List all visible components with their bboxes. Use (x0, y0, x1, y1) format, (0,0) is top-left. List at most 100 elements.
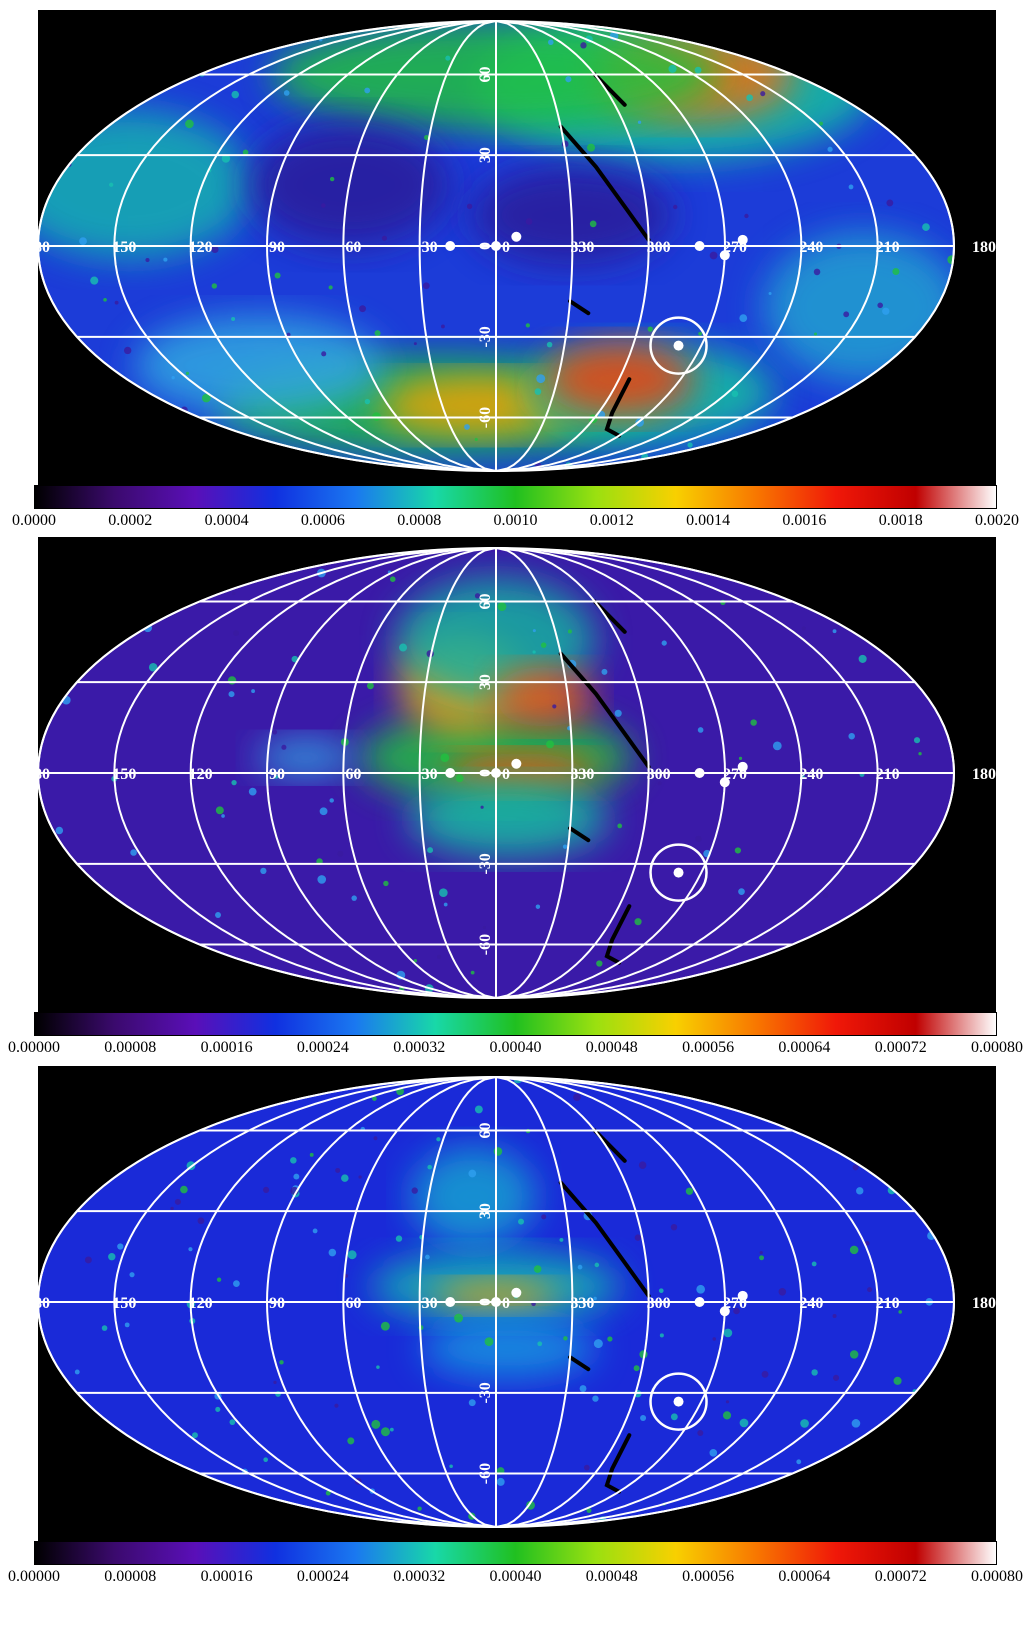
colorbar-tick-label: 0.00080 (971, 1039, 1023, 1056)
noise-speckle (577, 1264, 583, 1270)
noise-speckle (329, 176, 335, 182)
noise-speckle (922, 223, 930, 231)
noise-speckle (796, 1459, 802, 1465)
noise-speckle (497, 602, 507, 611)
noise-speckle (851, 1419, 861, 1428)
noise-speckle (546, 740, 554, 749)
noise-speckle (484, 1337, 494, 1347)
map-top-colorbar (34, 485, 997, 509)
colorbar-tick-label: 0.0012 (589, 512, 634, 529)
map-middle-graticule (38, 547, 956, 999)
noise-speckle (474, 437, 478, 442)
noise-speckle (586, 143, 596, 152)
noise-speckle (286, 332, 291, 337)
noise-speckle (201, 393, 211, 403)
noise-speckle (109, 182, 114, 187)
noise-speckle (696, 1284, 706, 1294)
noise-speckle (594, 1262, 600, 1268)
longitude-label: 240 (799, 239, 823, 256)
noise-speckle (760, 91, 766, 97)
colorbar-tick-label: 0.00024 (296, 1568, 349, 1585)
noise-speckle (328, 285, 333, 290)
noise-speckle (772, 741, 782, 751)
longitude-label: 90 (269, 766, 285, 783)
noise-speckle (221, 154, 231, 163)
noise-speckle (593, 1339, 603, 1349)
noise-speckle (849, 1245, 859, 1255)
noise-speckle (811, 1369, 818, 1376)
noise-speckle (893, 1376, 902, 1385)
colorbar-tick-label: 0.00048 (585, 1568, 638, 1585)
noise-speckle (813, 268, 821, 276)
noise-speckle (525, 323, 530, 328)
noise-speckle (482, 925, 487, 930)
colorbar-tick-label: 0.00000 (8, 1568, 60, 1585)
map-top: 180150120906030033030027024021018060300-… (38, 10, 996, 485)
noise-speckle (439, 888, 448, 898)
noise-speckle (319, 807, 328, 816)
colorbar-tick-label: 0.00080 (971, 1568, 1023, 1585)
noise-speckle (848, 732, 855, 740)
region-marker-circle (649, 316, 708, 375)
colorbar-tick-label: 0.00040 (489, 1568, 542, 1585)
noise-speckle (443, 902, 448, 907)
noise-speckle (312, 1228, 318, 1234)
noise-speckle (417, 1506, 422, 1511)
scan-gap-streak (604, 904, 632, 965)
noise-speckle (813, 332, 818, 336)
noise-speckle (546, 341, 553, 348)
noise-speckle (372, 1096, 377, 1101)
colorbar-tick-label: 0.0006 (300, 512, 345, 529)
colorbar-tick-label: 0.0014 (686, 512, 731, 529)
colorbar-tick-label: 0.00008 (104, 1568, 157, 1585)
point-source (673, 867, 684, 878)
noise-speckle (637, 120, 642, 124)
map-bottom-graticule (38, 1076, 956, 1528)
noise-speckle (358, 1175, 362, 1179)
map-top-sky-svg: 180150120906030033030027024021018060300-… (38, 20, 996, 472)
point-source (737, 761, 748, 772)
noise-speckle (614, 709, 622, 717)
longitude-label: 330 (570, 1295, 594, 1312)
map-middle-colorbar-ticks: 0.00000 0.00008 0.00016 0.00024 0.00032 0.000… (8, 1039, 1023, 1059)
noise-speckle (170, 1206, 174, 1211)
noise-speckle (215, 912, 221, 918)
noise-speckle (335, 1167, 341, 1173)
emission-region (408, 781, 609, 857)
noise-speckle (341, 1174, 349, 1182)
colorbar-tick-label: 0.0004 (204, 512, 249, 529)
noise-speckle (260, 867, 267, 875)
noise-speckle (215, 806, 224, 815)
longitude-label: 330 (570, 766, 594, 783)
noise-speckle (108, 1253, 116, 1261)
noise-speckle (659, 1333, 664, 1338)
noise-speckle (263, 1457, 269, 1463)
longitude-label: 0 (502, 766, 510, 783)
noise-speckle (231, 779, 237, 786)
noise-speckle (658, 1288, 664, 1294)
scan-gap-streak (558, 1180, 651, 1298)
noise-speckle (567, 629, 572, 634)
noise-speckle (374, 330, 381, 337)
colorbar-tick-label: 0.00072 (874, 1039, 927, 1056)
noise-speckle (389, 1427, 394, 1432)
longitude-label: 180 (972, 239, 996, 256)
noise-speckle (351, 895, 357, 901)
noise-speckle (395, 1235, 403, 1242)
noise-speckle (601, 668, 608, 675)
noise-speckle (359, 305, 366, 313)
noise-speckle (468, 1169, 477, 1178)
noise-speckle (411, 1187, 418, 1194)
noise-speckle (474, 1105, 483, 1114)
noise-speckle (801, 626, 806, 631)
scan-gap-streak (558, 124, 651, 242)
noise-speckle (668, 64, 677, 73)
noise-speckle (827, 146, 833, 152)
noise-speckle (759, 1251, 763, 1255)
noise-speckle (273, 1380, 277, 1385)
noise-speckle (197, 1217, 205, 1225)
noise-speckle (399, 643, 408, 652)
noise-speckle (640, 1414, 647, 1422)
latitude-label: -30 (477, 1382, 494, 1403)
longitude-label: 270 (723, 766, 747, 783)
